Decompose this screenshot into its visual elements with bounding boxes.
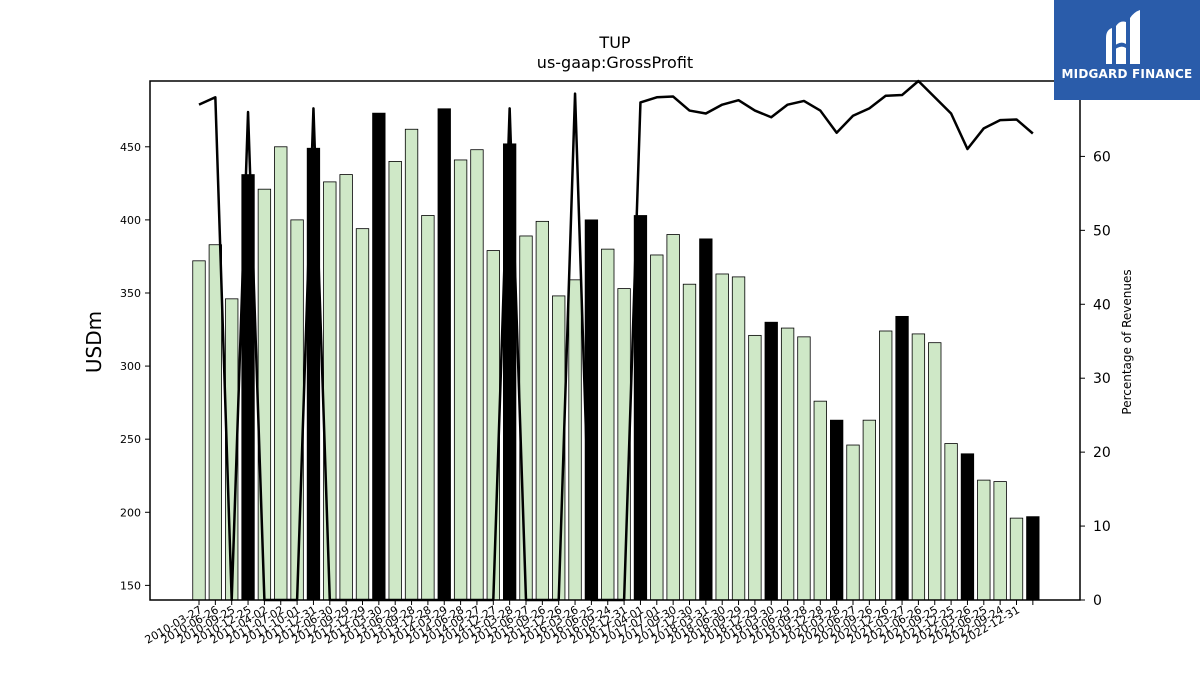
bar bbox=[192, 260, 206, 601]
bar bbox=[699, 238, 713, 601]
bar bbox=[748, 334, 762, 601]
bar bbox=[535, 220, 549, 601]
bar bbox=[977, 479, 991, 601]
bar bbox=[666, 234, 680, 601]
bar bbox=[601, 248, 615, 601]
bar bbox=[813, 400, 827, 601]
y-tick-label: 300 bbox=[120, 360, 141, 373]
y-tick-label: 250 bbox=[120, 433, 141, 446]
y2-tick-label: 60 bbox=[1093, 149, 1111, 165]
bar bbox=[568, 279, 582, 601]
y2-axis-label: Percentage of Revenues bbox=[1120, 269, 1134, 414]
bar bbox=[731, 276, 746, 601]
bar bbox=[879, 330, 893, 601]
y2-tick-label: 40 bbox=[1093, 297, 1111, 313]
bar bbox=[862, 419, 876, 601]
bar bbox=[355, 228, 370, 601]
chart-title: TUP bbox=[598, 33, 630, 52]
bar bbox=[323, 181, 337, 601]
y2-tick-label: 0 bbox=[1093, 593, 1102, 609]
bar bbox=[290, 219, 304, 601]
bar bbox=[1009, 517, 1024, 601]
bar bbox=[895, 315, 909, 601]
bar bbox=[404, 128, 419, 601]
bar bbox=[584, 219, 599, 601]
y-axis-left: 150 200 250 300 350 400 450 bbox=[120, 141, 150, 592]
bar bbox=[1026, 516, 1040, 601]
midgard-logo-icon bbox=[1106, 10, 1140, 64]
bar bbox=[944, 443, 958, 601]
bar bbox=[257, 188, 272, 601]
y2-tick-label: 30 bbox=[1093, 371, 1111, 387]
bar bbox=[437, 108, 451, 601]
bar bbox=[470, 149, 484, 601]
x-axis: 2010-03-272010-06-262010-09-252010-12-25… bbox=[143, 600, 1034, 647]
bar bbox=[911, 333, 926, 601]
brand-name: MIDGARD FINANCE bbox=[1061, 67, 1193, 81]
bar bbox=[339, 174, 353, 601]
bar bbox=[846, 444, 860, 601]
bar bbox=[421, 215, 435, 601]
y-tick-label: 450 bbox=[120, 141, 141, 154]
bar bbox=[208, 244, 223, 601]
y-tick-label: 200 bbox=[120, 506, 141, 519]
bar bbox=[650, 254, 664, 601]
y2-tick-label: 10 bbox=[1093, 519, 1111, 535]
bar bbox=[928, 342, 942, 601]
y-axis-right: 010203040506070 bbox=[1080, 75, 1111, 609]
bar bbox=[715, 273, 729, 601]
bar bbox=[764, 321, 778, 601]
bar bbox=[388, 161, 402, 601]
bar bbox=[453, 159, 468, 601]
bar bbox=[960, 453, 975, 601]
bar bbox=[372, 112, 386, 601]
plot-frame bbox=[149, 80, 1081, 601]
bar bbox=[797, 336, 811, 601]
y2-tick-label: 20 bbox=[1093, 445, 1111, 461]
bar bbox=[274, 146, 288, 601]
y-tick-label: 150 bbox=[120, 579, 141, 592]
y-tick-label: 350 bbox=[120, 287, 141, 300]
bar bbox=[993, 481, 1007, 601]
y-tick-label: 400 bbox=[120, 214, 141, 227]
bar bbox=[830, 419, 844, 601]
bar bbox=[486, 250, 500, 601]
brand-logo: MIDGARD FINANCE bbox=[1054, 0, 1200, 100]
bar-group bbox=[192, 108, 1040, 601]
bar bbox=[519, 235, 533, 601]
chart-subtitle: us-gaap:GrossProfit bbox=[537, 53, 693, 72]
y2-tick-label: 50 bbox=[1093, 223, 1111, 239]
bar bbox=[780, 327, 795, 601]
y-axis-label: USDm bbox=[82, 311, 106, 373]
bar bbox=[682, 283, 697, 601]
